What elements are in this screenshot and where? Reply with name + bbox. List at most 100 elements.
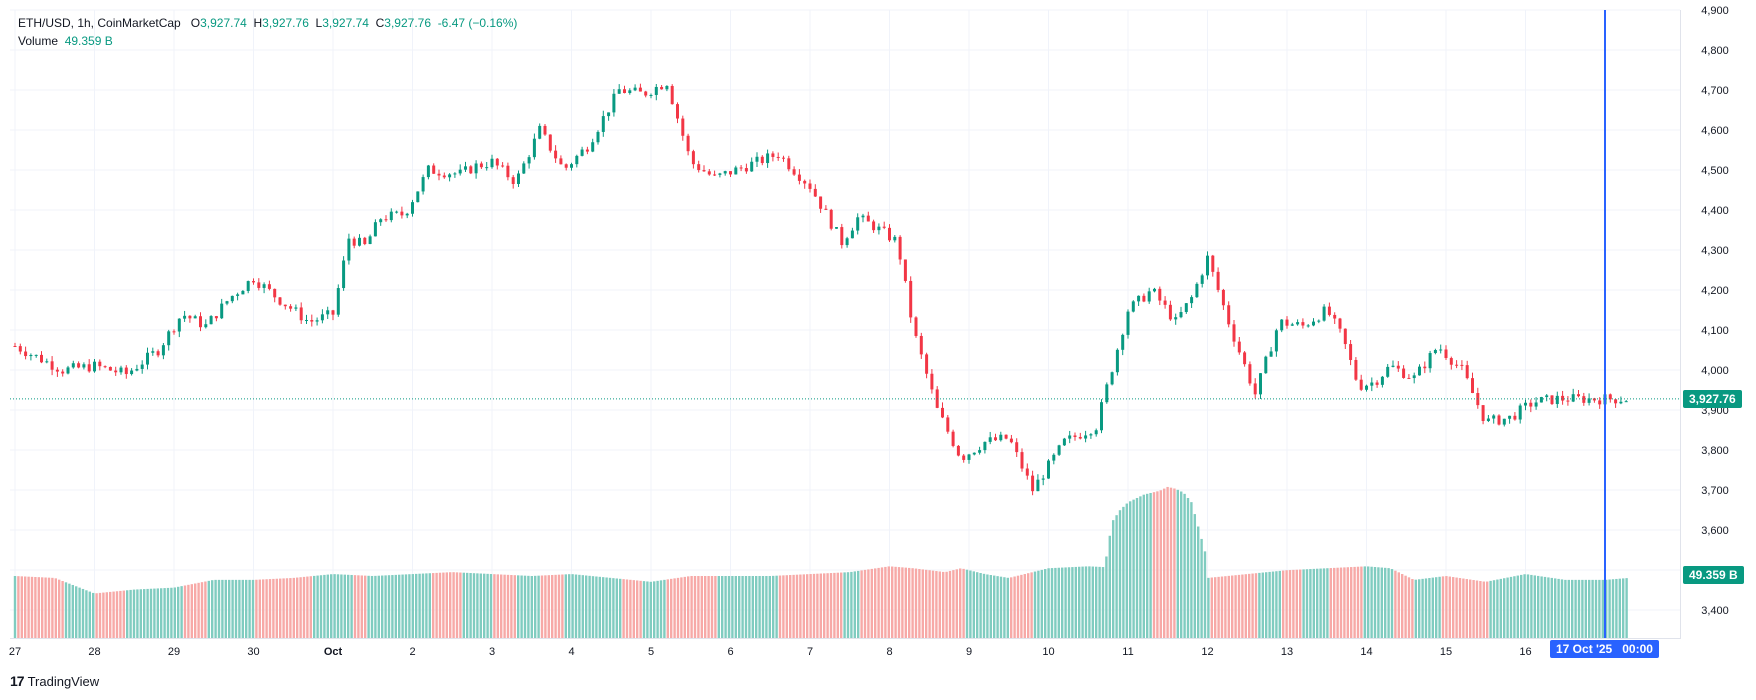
volume-bar <box>187 584 190 638</box>
volume-bar <box>1088 566 1091 638</box>
candle-body <box>1115 349 1119 373</box>
volume-bar <box>578 574 581 638</box>
price-tick-label: 4,700 <box>1701 85 1729 97</box>
volume-bar <box>846 572 850 638</box>
volume-bar <box>574 574 578 638</box>
volume-bar <box>1091 566 1094 638</box>
candle-body <box>161 345 165 356</box>
volume-bar <box>1312 568 1315 638</box>
volume-bar <box>551 575 554 638</box>
volume-bar <box>1271 571 1275 638</box>
volume-bar <box>160 588 163 638</box>
candle-body <box>760 156 764 164</box>
candle-body <box>1608 394 1612 400</box>
volume-bar <box>398 574 401 638</box>
volume-bar <box>564 574 567 638</box>
volume-bar <box>1475 580 1479 638</box>
candle-body <box>262 284 266 288</box>
candle-body <box>1449 358 1453 365</box>
volume-bar <box>1448 576 1451 638</box>
candle-body <box>548 134 552 151</box>
volume-bar <box>1275 571 1278 638</box>
volume-bar <box>272 578 275 638</box>
volume-bar <box>693 576 697 638</box>
candle-body <box>1471 378 1474 394</box>
volume-bar <box>194 583 197 638</box>
candle-body <box>824 208 828 210</box>
time-axis[interactable]: 27 28 29 30 Oct 2 3 4 5 6 7 8 9 10 11 12 13 14 15 16 <box>9 646 1532 658</box>
volume-value: 49.359 B <box>64 34 113 48</box>
volume-bar <box>857 570 860 638</box>
volume-bar <box>24 576 27 638</box>
time-tick-label: 28 <box>88 646 100 658</box>
candle-body <box>914 317 918 336</box>
price-axis[interactable]: 4,900 4,800 4,700 4,600 4,500 4,400 4,300 4,200… <box>1701 5 1729 617</box>
volume-bar <box>469 573 472 638</box>
symbol-legend: ETH/USD, 1h, CoinMarketCap O3,927.74 H3,… <box>18 16 517 30</box>
symbol-title[interactable]: ETH/USD, 1h, CoinMarketCap <box>18 16 181 30</box>
candle-body <box>1412 375 1416 379</box>
candle-body <box>18 346 22 352</box>
candle-body <box>739 167 743 169</box>
volume-bar <box>622 579 625 638</box>
candle-body <box>707 171 711 175</box>
candle-body <box>686 135 690 152</box>
candle-body <box>532 138 536 158</box>
candle-body <box>866 215 870 222</box>
candle-body <box>1524 402 1527 406</box>
candle-body <box>527 157 531 164</box>
volume-bar <box>809 574 812 638</box>
candle-body <box>941 407 944 418</box>
volume-bar <box>493 574 496 638</box>
candle-body <box>713 174 717 176</box>
candle-body <box>495 158 499 166</box>
price-tick-label: 3,900 <box>1701 405 1729 417</box>
volume-bar <box>554 574 557 638</box>
volume-bar <box>540 575 544 638</box>
volume-bar <box>891 566 894 638</box>
volume-bar <box>1394 570 1397 638</box>
candle-body <box>50 361 54 370</box>
candle-body <box>71 363 75 368</box>
volume-bar <box>918 568 921 638</box>
volume-bar <box>503 574 506 638</box>
candle-body <box>373 222 377 237</box>
price-tick-label: 4,500 <box>1701 165 1729 177</box>
candle-body <box>1078 436 1082 439</box>
candle-body <box>676 104 679 119</box>
volume-bar <box>282 578 285 638</box>
candle-body <box>1380 376 1384 385</box>
volume-label[interactable]: Volume <box>18 34 59 48</box>
candle-body <box>978 450 982 453</box>
tradingview-logo[interactable]: 17 TradingView <box>10 673 99 689</box>
candle-body <box>230 295 234 302</box>
candle-body <box>840 227 844 246</box>
volume-bar <box>785 575 788 638</box>
volume-bar <box>1037 570 1040 638</box>
volume-bar <box>1322 568 1326 638</box>
candle-body <box>803 180 807 184</box>
candle-body <box>236 294 240 296</box>
volume-bar <box>816 573 819 638</box>
candle-body <box>1031 475 1035 492</box>
volume-bar <box>619 578 622 638</box>
volume-bar <box>1197 526 1200 638</box>
candle-body <box>1227 305 1231 325</box>
volume-bar <box>51 577 54 638</box>
volume-bar <box>1163 488 1166 638</box>
volume-bar <box>982 573 986 638</box>
candle-body <box>1322 306 1326 321</box>
volume-bar <box>908 567 911 638</box>
volume-bar <box>255 579 258 638</box>
volume-bar <box>1200 538 1203 638</box>
candle-body <box>1333 314 1337 319</box>
candle-body <box>188 315 192 319</box>
volume-bar <box>1533 575 1536 638</box>
volume-tag: 49.359 B <box>1683 565 1744 584</box>
volume-bar <box>401 574 404 638</box>
volume-bar <box>1472 580 1475 638</box>
candle-body <box>654 86 658 95</box>
volume-bar <box>1499 578 1502 638</box>
volume-bar <box>126 590 129 638</box>
